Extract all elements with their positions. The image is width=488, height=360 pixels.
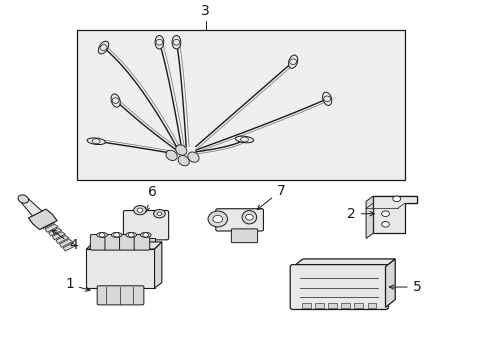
Polygon shape: [372, 196, 416, 233]
Polygon shape: [45, 224, 58, 232]
Ellipse shape: [187, 152, 199, 162]
Bar: [301, 303, 310, 308]
Ellipse shape: [178, 156, 189, 166]
Text: 7: 7: [257, 184, 285, 210]
Bar: [354, 303, 363, 308]
Polygon shape: [41, 220, 54, 229]
Ellipse shape: [207, 211, 227, 227]
Polygon shape: [385, 259, 394, 307]
FancyBboxPatch shape: [231, 229, 257, 243]
FancyBboxPatch shape: [97, 286, 143, 305]
Polygon shape: [133, 238, 154, 254]
Polygon shape: [86, 242, 162, 249]
Circle shape: [137, 208, 142, 212]
Circle shape: [157, 212, 162, 215]
Ellipse shape: [165, 150, 177, 161]
Circle shape: [133, 206, 146, 215]
FancyBboxPatch shape: [119, 235, 135, 250]
Ellipse shape: [322, 92, 331, 105]
Ellipse shape: [172, 36, 181, 49]
Text: 4: 4: [52, 230, 78, 252]
Bar: [327, 303, 336, 308]
Polygon shape: [366, 196, 372, 238]
FancyBboxPatch shape: [134, 235, 149, 250]
Polygon shape: [154, 242, 162, 288]
Ellipse shape: [18, 195, 28, 203]
Polygon shape: [56, 235, 69, 244]
Polygon shape: [52, 232, 65, 240]
Ellipse shape: [98, 41, 108, 54]
Ellipse shape: [175, 145, 186, 155]
Bar: [314, 303, 323, 308]
Ellipse shape: [125, 233, 136, 237]
Text: 1: 1: [65, 278, 90, 291]
FancyBboxPatch shape: [215, 209, 263, 231]
Circle shape: [392, 196, 400, 202]
FancyBboxPatch shape: [123, 211, 168, 240]
Polygon shape: [63, 243, 76, 251]
Polygon shape: [60, 239, 73, 247]
Ellipse shape: [155, 36, 163, 49]
Circle shape: [245, 215, 253, 220]
Ellipse shape: [288, 55, 297, 68]
Ellipse shape: [111, 94, 120, 107]
Ellipse shape: [242, 211, 256, 224]
Polygon shape: [21, 199, 42, 216]
Ellipse shape: [87, 138, 105, 145]
Text: 3: 3: [201, 4, 209, 18]
Text: 2: 2: [346, 207, 374, 221]
Circle shape: [99, 233, 105, 237]
Ellipse shape: [235, 136, 253, 143]
Bar: [77, 30, 404, 180]
Circle shape: [142, 233, 148, 237]
Polygon shape: [28, 209, 57, 230]
Text: 6: 6: [145, 185, 156, 212]
Ellipse shape: [140, 233, 151, 237]
FancyBboxPatch shape: [90, 235, 106, 250]
FancyBboxPatch shape: [289, 265, 387, 310]
Circle shape: [114, 233, 119, 237]
Circle shape: [128, 233, 134, 237]
Polygon shape: [86, 249, 154, 288]
Polygon shape: [372, 196, 416, 203]
Polygon shape: [292, 259, 394, 267]
Ellipse shape: [97, 233, 107, 237]
Bar: [367, 303, 375, 308]
Circle shape: [153, 210, 165, 218]
Ellipse shape: [111, 233, 122, 237]
Bar: [341, 303, 349, 308]
Text: 5: 5: [388, 280, 421, 294]
Polygon shape: [48, 228, 61, 236]
Circle shape: [212, 215, 222, 222]
FancyBboxPatch shape: [105, 235, 120, 250]
Circle shape: [381, 221, 388, 227]
Circle shape: [381, 211, 388, 216]
